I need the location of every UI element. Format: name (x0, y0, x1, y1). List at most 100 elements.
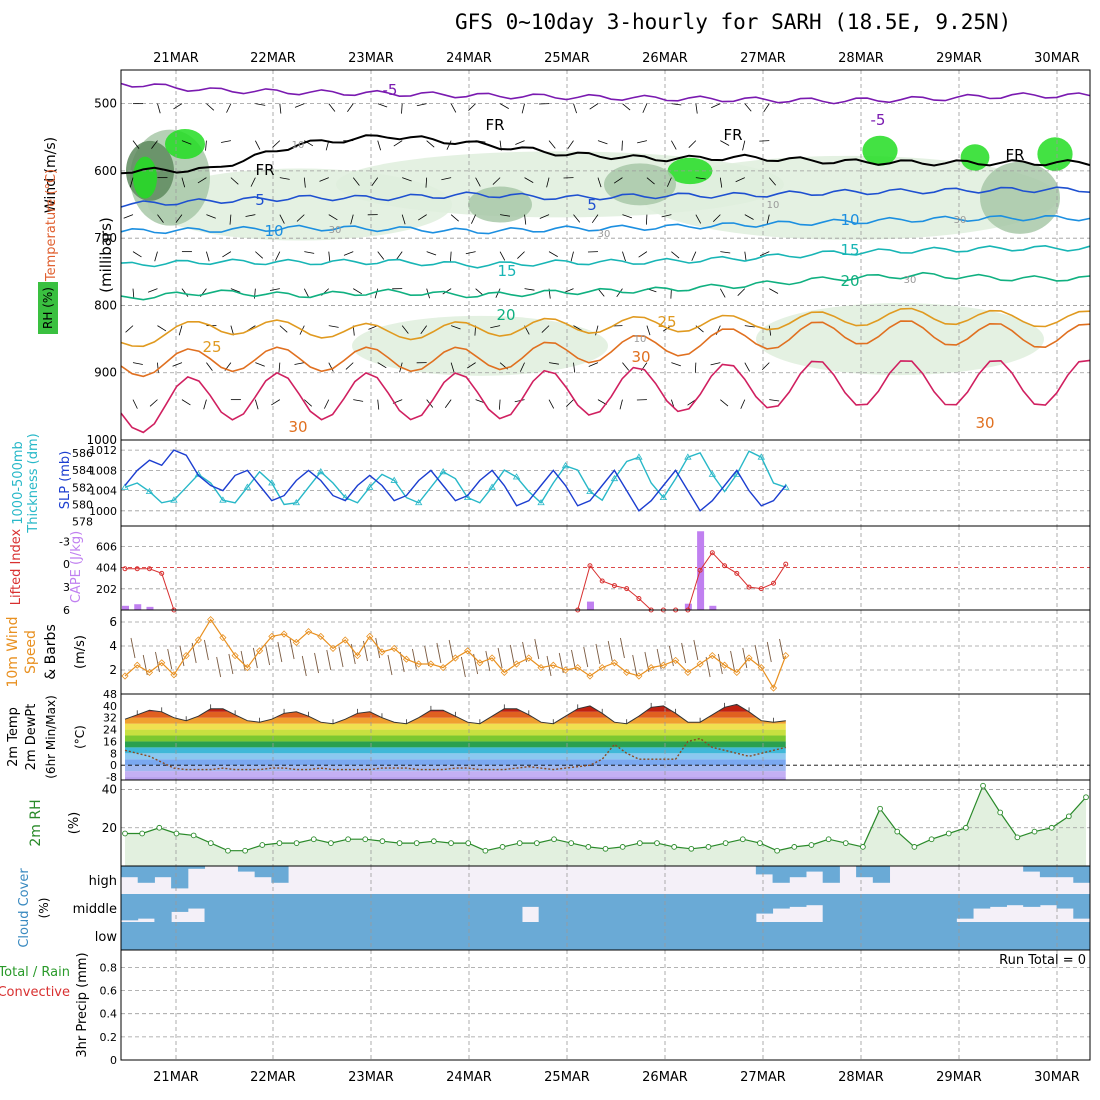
cloud-bar-low (1006, 922, 1024, 950)
rh2m-marker (242, 847, 248, 854)
wind-barb (374, 288, 379, 299)
contour-label: 10 (634, 334, 647, 345)
cloud-bar-high (772, 866, 790, 883)
cloud-bar-low (471, 922, 490, 950)
rh2m-marker (465, 840, 472, 846)
wind-barb (319, 177, 329, 182)
cloud-bar-low (388, 922, 406, 950)
rh2m-marker (276, 840, 283, 846)
wind10-marker (427, 660, 435, 668)
cloud-bar-low (805, 922, 824, 950)
wind-barb (255, 103, 266, 106)
wind-barb (567, 140, 574, 150)
wind-barb (471, 214, 476, 224)
wind10-barb (411, 648, 417, 670)
wind-barb (638, 251, 648, 258)
wind-barb (573, 103, 577, 114)
panel-frame-upper (120, 69, 1091, 441)
wind10-barb (766, 641, 772, 663)
wind-barb (279, 177, 290, 180)
cloud-bar-middle (521, 894, 540, 907)
cloud-bar-high (856, 866, 874, 878)
tick-label-cloud: middle (73, 902, 117, 917)
cloud-bar-middle (705, 894, 723, 922)
contour-label: 25 (657, 313, 676, 331)
wind-barb (691, 251, 697, 261)
wind-barb (132, 288, 135, 299)
lifted-index-marker (636, 596, 642, 602)
cloud-bar-middle (889, 894, 907, 922)
cloud-bar-middle (605, 894, 623, 922)
cloud-bar-low (655, 922, 673, 950)
wind-barb (517, 251, 525, 259)
wind-barb (539, 214, 550, 219)
rh2m-marker (997, 809, 1004, 816)
cloud-bar-low (271, 922, 289, 950)
contour-label: 10 (840, 211, 859, 229)
wind-barb (548, 140, 556, 149)
cloud-bar-low (939, 922, 957, 950)
wind-barb (401, 325, 409, 334)
cloud-bar-middle (956, 894, 974, 919)
wind10-marker (512, 660, 521, 668)
wind-barb (695, 214, 702, 224)
cloud-bar-low (705, 922, 723, 950)
wind10-marker (574, 664, 582, 672)
wind-barb (279, 103, 282, 114)
cloud-bar-middle (906, 894, 924, 922)
wind10-barb (399, 651, 405, 673)
tick-label-temp: 24 (103, 724, 117, 737)
wind-barb (490, 325, 501, 329)
wind10-barb (203, 639, 209, 661)
tick-label-precip: 0.6 (100, 985, 118, 998)
slp-line (124, 449, 787, 512)
wind10-barb (509, 644, 515, 666)
cloud-bar-middle (555, 894, 573, 922)
contour-label: 15 (497, 262, 516, 280)
wind10-marker (378, 648, 386, 656)
tick-label-thickness: 582 (72, 481, 93, 494)
tick-label-lifted: 0 (63, 558, 70, 571)
thickness-marker (292, 499, 301, 506)
rh2m-marker (774, 847, 780, 854)
cloud-bar-low (1073, 922, 1091, 950)
day-label-bottom: 22MAR (250, 1070, 296, 1085)
wind-barb (450, 362, 455, 373)
wind10-barb (142, 654, 148, 676)
wind-barb (670, 288, 672, 299)
wind10-marker (256, 647, 264, 655)
thickness-marker (659, 493, 668, 501)
wind10-marker (721, 661, 729, 669)
wind-barb (271, 399, 281, 406)
cloud-bar-high (237, 866, 256, 872)
rh2m-marker (568, 840, 575, 846)
rh-shade (165, 129, 205, 159)
cloud-bar-middle (1073, 894, 1091, 919)
wind10-marker (366, 632, 374, 640)
cloud-bar-low (488, 922, 506, 950)
rh-shade (980, 161, 1060, 234)
temp-band (125, 711, 786, 718)
wind10-barb (375, 637, 381, 659)
wind10-marker (439, 664, 447, 672)
wind-barb (450, 214, 459, 222)
wind10-marker (145, 668, 154, 676)
tick-label-slp: 1008 (89, 464, 117, 477)
thickness-marker (561, 462, 570, 469)
cloud-bar-low (872, 922, 891, 950)
rh2m-marker (1083, 794, 1089, 801)
wind-barb (294, 362, 305, 365)
wind-barb (173, 103, 183, 110)
wind10-marker (733, 668, 741, 676)
wind-barb (157, 325, 167, 332)
tick-label-wind: 6 (109, 615, 117, 629)
wind-barb (761, 362, 770, 370)
rh2m-marker (1048, 824, 1055, 831)
cloud-bar-low (521, 922, 540, 950)
wind10-barb (338, 646, 344, 668)
wind-barb (759, 251, 770, 257)
wind-barb (206, 362, 213, 371)
contour-label: FR (255, 161, 274, 179)
rh2m-marker (722, 840, 729, 846)
